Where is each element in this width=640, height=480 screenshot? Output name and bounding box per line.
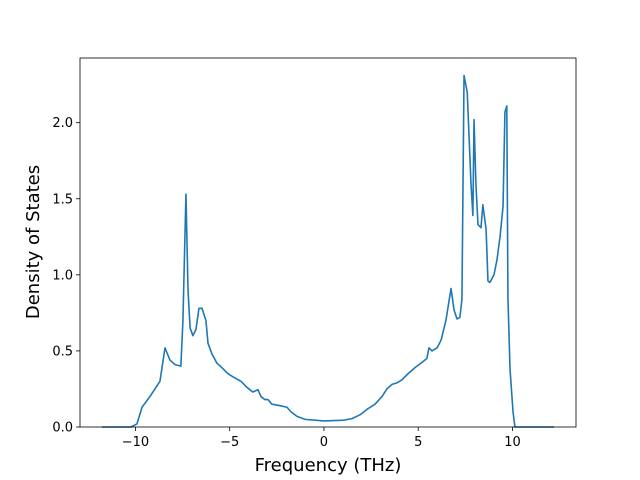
y-tick-label: 0.5 [52, 344, 73, 359]
y-tick-label: 2.0 [52, 116, 73, 131]
x-tick-label: 5 [414, 435, 422, 450]
y-axis-label: Density of States [23, 165, 44, 319]
y-tick-label: 0.0 [52, 421, 73, 436]
plot-frame [79, 57, 577, 428]
x-tick-label: −5 [220, 435, 239, 450]
y-tick-label: 1.5 [52, 192, 73, 207]
y-tick-label: 1.0 [52, 268, 73, 283]
x-tick-label: 10 [504, 435, 521, 450]
x-axis-label: Frequency (THz) [255, 455, 402, 476]
x-tick-label: −10 [122, 435, 149, 450]
line-series [101, 74, 554, 428]
x-tick-label: 0 [320, 435, 328, 450]
